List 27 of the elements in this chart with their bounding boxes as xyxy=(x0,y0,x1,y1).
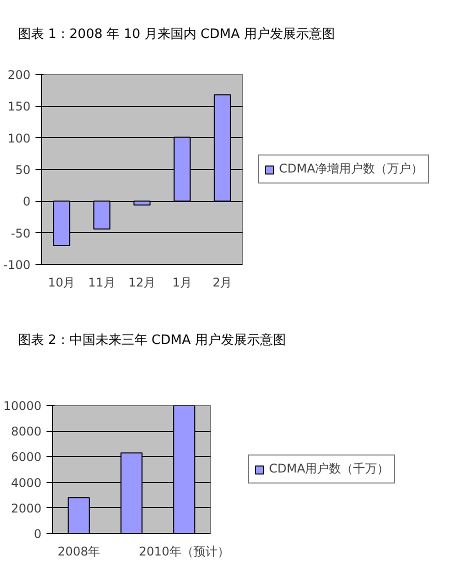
y-tick-label: -50 xyxy=(10,226,31,240)
bar xyxy=(174,136,191,202)
bar xyxy=(133,200,151,206)
y-tick-label: 0 xyxy=(34,527,42,541)
y-tick-label: 50 xyxy=(15,163,31,177)
y-tick-label: 100 xyxy=(8,131,30,146)
y-tick-label: -100 xyxy=(3,258,30,272)
y-tick-label: 0 xyxy=(22,194,31,209)
y-tick-label: 200 xyxy=(8,68,30,82)
y-tick-label: 2000 xyxy=(10,501,42,516)
chart-title: 图表 2：中国未来三年 CDMA 用户发展示意图 xyxy=(18,332,286,350)
y-tick-label: 150 xyxy=(8,100,30,114)
x-tick-label: 10月 xyxy=(48,276,76,290)
x-tick-label: 2月 xyxy=(212,276,232,290)
y-tick-label: 4000 xyxy=(10,476,42,490)
x-tick-label: 11月 xyxy=(88,276,116,290)
legend-label: CDMA用户数（千万） xyxy=(269,460,390,478)
x-tick-label: 1月 xyxy=(172,276,192,290)
x-tick-label: 2010年（预计） xyxy=(138,544,230,558)
y-tick-label: 8000 xyxy=(10,424,42,439)
chart-title: 图表 1：2008 年 10 月来国内 CDMA 用户发展示意图 xyxy=(18,26,335,44)
bar xyxy=(93,200,110,230)
y-tick-label: 6000 xyxy=(10,450,42,464)
legend-label: CDMA净增用户数（万户） xyxy=(279,160,424,178)
x-tick-label: 2008年 xyxy=(58,544,100,558)
x-tick-label: 12月 xyxy=(128,276,156,290)
y-tick-label: 10000 xyxy=(3,399,42,413)
